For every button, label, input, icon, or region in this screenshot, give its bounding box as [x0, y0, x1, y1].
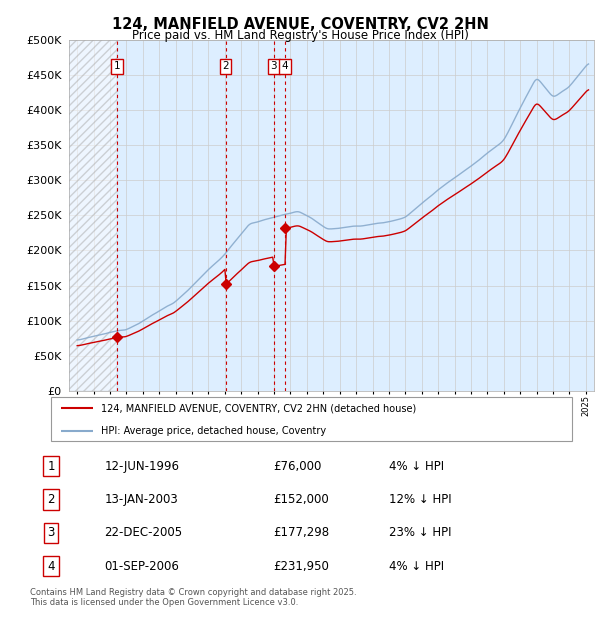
Text: 23% ↓ HPI: 23% ↓ HPI [389, 526, 451, 539]
Text: 4% ↓ HPI: 4% ↓ HPI [389, 459, 444, 472]
Text: £177,298: £177,298 [273, 526, 329, 539]
Text: 124, MANFIELD AVENUE, COVENTRY, CV2 2HN (detached house): 124, MANFIELD AVENUE, COVENTRY, CV2 2HN … [101, 404, 416, 414]
Text: Price paid vs. HM Land Registry's House Price Index (HPI): Price paid vs. HM Land Registry's House … [131, 29, 469, 42]
Text: 2: 2 [222, 61, 229, 71]
Text: 2: 2 [47, 493, 55, 506]
Text: 4: 4 [47, 560, 55, 573]
Bar [69, 40, 117, 391]
Text: 12-JUN-1996: 12-JUN-1996 [104, 459, 179, 472]
Text: Contains HM Land Registry data © Crown copyright and database right 2025.
This d: Contains HM Land Registry data © Crown c… [30, 588, 356, 607]
FancyBboxPatch shape [50, 397, 572, 441]
Text: 124, MANFIELD AVENUE, COVENTRY, CV2 2HN: 124, MANFIELD AVENUE, COVENTRY, CV2 2HN [112, 17, 488, 32]
Text: 01-SEP-2006: 01-SEP-2006 [104, 560, 179, 573]
Text: 3: 3 [47, 526, 55, 539]
Text: 12% ↓ HPI: 12% ↓ HPI [389, 493, 451, 506]
Text: 4% ↓ HPI: 4% ↓ HPI [389, 560, 444, 573]
Text: 1: 1 [114, 61, 121, 71]
Text: 4: 4 [282, 61, 289, 71]
Text: £152,000: £152,000 [273, 493, 329, 506]
Text: £231,950: £231,950 [273, 560, 329, 573]
Text: HPI: Average price, detached house, Coventry: HPI: Average price, detached house, Cove… [101, 426, 326, 436]
Text: 1: 1 [47, 459, 55, 472]
Text: £76,000: £76,000 [273, 459, 321, 472]
Text: 13-JAN-2003: 13-JAN-2003 [104, 493, 178, 506]
Text: 22-DEC-2005: 22-DEC-2005 [104, 526, 182, 539]
Text: 3: 3 [271, 61, 277, 71]
